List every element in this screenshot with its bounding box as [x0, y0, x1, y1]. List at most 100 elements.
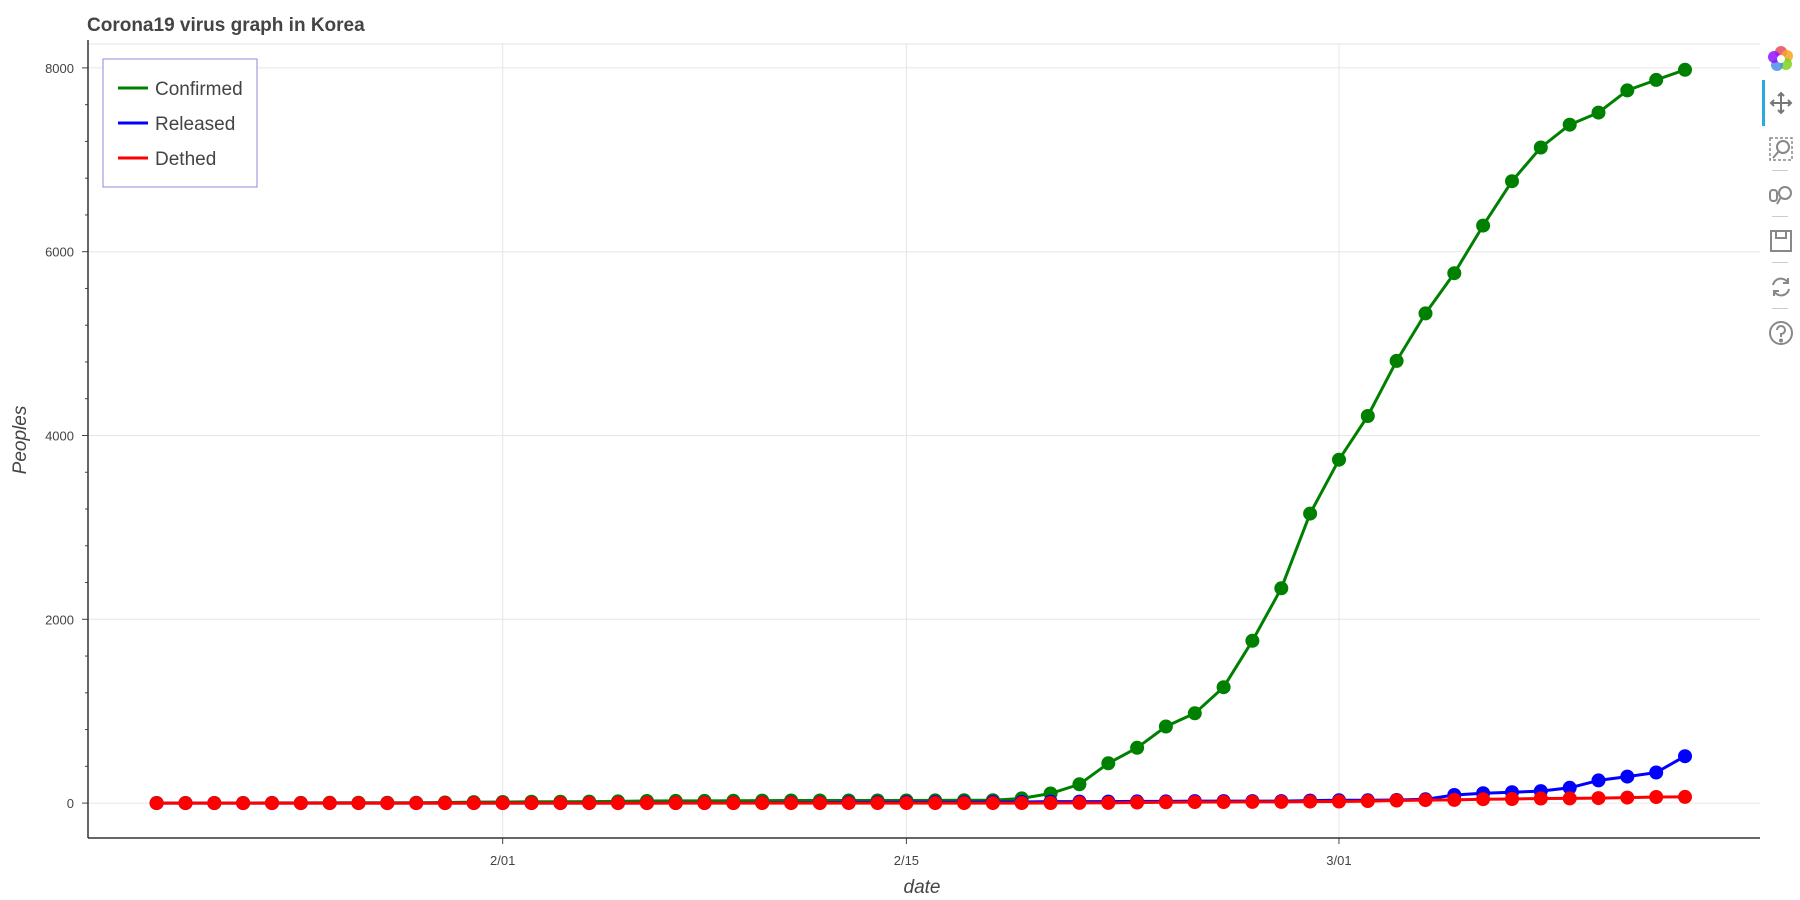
point-confirmed — [1101, 756, 1116, 771]
active-tool-indicator — [1762, 80, 1765, 126]
y-tick-label: 6000 — [45, 245, 74, 260]
point-dethed — [553, 796, 568, 811]
point-dethed — [985, 796, 1000, 811]
point-released — [1649, 765, 1664, 780]
point-dethed — [495, 796, 510, 811]
point-dethed — [1649, 790, 1664, 804]
point-dethed — [1101, 795, 1116, 810]
point-dethed — [697, 796, 712, 811]
point-dethed — [611, 796, 625, 811]
point-dethed — [409, 796, 424, 811]
bokeh-logo-icon[interactable] — [1764, 42, 1798, 76]
series-layer — [149, 62, 1692, 811]
point-dethed — [1158, 795, 1173, 810]
point-dethed — [668, 796, 683, 811]
point-confirmed — [1418, 306, 1433, 321]
point-dethed — [1360, 794, 1375, 809]
point-confirmed — [1505, 174, 1519, 189]
point-dethed — [812, 796, 827, 811]
point-confirmed — [1562, 117, 1577, 132]
point-dethed — [899, 796, 914, 811]
point-confirmed — [1216, 680, 1231, 695]
legend-label-confirmed: Confirmed — [155, 79, 243, 100]
legend: Confirmed Released Dethed — [102, 58, 258, 188]
point-dethed — [1418, 793, 1433, 808]
point-dethed — [1043, 796, 1058, 810]
point-confirmed — [1649, 72, 1664, 87]
point-dethed — [293, 796, 308, 811]
toolbar — [1762, 40, 1800, 360]
point-dethed — [639, 796, 654, 811]
wheel-zoom-tool-icon[interactable] — [1764, 178, 1798, 212]
axes: 0 2000 4000 6000 8000 2/01 2/15 3/01 — [45, 40, 1760, 868]
x-tick-label: 2/01 — [490, 853, 515, 868]
point-confirmed — [1620, 83, 1635, 98]
point-confirmed — [1476, 218, 1491, 233]
point-confirmed — [1072, 777, 1087, 792]
point-dethed — [351, 796, 366, 811]
legend-label-dethed: Dethed — [155, 149, 216, 170]
point-dethed — [1303, 794, 1318, 809]
point-dethed — [438, 796, 452, 811]
point-confirmed — [1591, 105, 1606, 120]
grid — [88, 43, 1760, 838]
point-dethed — [466, 796, 481, 811]
point-dethed — [1562, 791, 1577, 806]
point-released — [1678, 749, 1692, 764]
series-confirmed — [149, 62, 1692, 810]
point-dethed — [1533, 791, 1548, 806]
point-dethed — [1591, 791, 1606, 806]
point-dethed — [1620, 790, 1635, 805]
point-dethed — [1678, 789, 1692, 804]
point-dethed — [1332, 794, 1346, 809]
point-dethed — [149, 796, 164, 811]
point-confirmed — [1130, 740, 1145, 755]
y-tick-label: 2000 — [45, 612, 74, 627]
chart: Corona19 virus graph in Korea 0 2000 4000 6… — [10, 15, 1760, 898]
point-dethed — [928, 796, 943, 811]
point-confirmed — [1187, 706, 1202, 721]
point-confirmed — [1678, 62, 1692, 77]
point-dethed — [1130, 795, 1145, 810]
point-confirmed — [1332, 452, 1346, 467]
series-dethed — [149, 789, 1692, 811]
point-dethed — [1072, 795, 1087, 810]
point-dethed — [236, 796, 251, 811]
point-dethed — [1389, 793, 1404, 808]
point-dethed — [178, 796, 193, 811]
help-tool-icon[interactable] — [1764, 316, 1798, 350]
point-dethed — [755, 796, 770, 811]
point-dethed — [870, 796, 885, 811]
point-dethed — [1187, 795, 1202, 810]
save-tool-icon[interactable] — [1764, 224, 1798, 258]
point-dethed — [265, 796, 279, 811]
point-dethed — [207, 796, 222, 811]
x-tick-label: 3/01 — [1326, 853, 1351, 868]
reset-tool-icon[interactable] — [1764, 270, 1798, 304]
point-confirmed — [1533, 140, 1548, 155]
box-zoom-tool-icon[interactable] — [1764, 132, 1798, 166]
y-tick-label: 4000 — [45, 428, 74, 443]
point-confirmed — [1303, 506, 1318, 521]
point-dethed — [582, 796, 597, 811]
x-tick-label: 2/15 — [894, 853, 919, 868]
point-dethed — [1216, 795, 1231, 809]
point-dethed — [380, 796, 395, 811]
point-dethed — [1274, 794, 1289, 809]
legend-label-released: Released — [155, 114, 235, 135]
point-confirmed — [1158, 719, 1173, 734]
point-dethed — [1014, 796, 1029, 811]
point-dethed — [1505, 792, 1519, 806]
x-axis-title: date — [904, 877, 941, 898]
toolbar-separator — [1772, 216, 1788, 217]
toolbar-separator — [1772, 308, 1788, 309]
point-dethed — [957, 796, 972, 811]
y-tick-label: 0 — [67, 796, 74, 811]
y-axis-title: Peoples — [10, 405, 31, 474]
point-dethed — [726, 796, 741, 811]
pan-tool-icon[interactable] — [1764, 86, 1798, 120]
point-dethed — [1476, 792, 1491, 807]
point-confirmed — [1447, 266, 1462, 281]
point-dethed — [322, 796, 337, 811]
point-released — [1562, 780, 1577, 795]
